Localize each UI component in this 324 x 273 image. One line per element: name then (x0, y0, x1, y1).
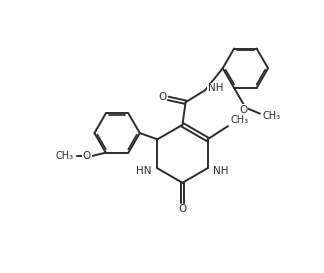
Text: CH₃: CH₃ (262, 111, 281, 121)
Text: CH₃: CH₃ (55, 151, 74, 161)
Text: NH: NH (213, 166, 229, 176)
Text: O: O (83, 151, 91, 161)
Text: O: O (239, 105, 248, 115)
Text: HN: HN (136, 166, 152, 176)
Text: O: O (178, 204, 187, 215)
Text: O: O (158, 92, 167, 102)
Text: NH: NH (208, 83, 223, 93)
Text: CH₃: CH₃ (230, 115, 248, 124)
